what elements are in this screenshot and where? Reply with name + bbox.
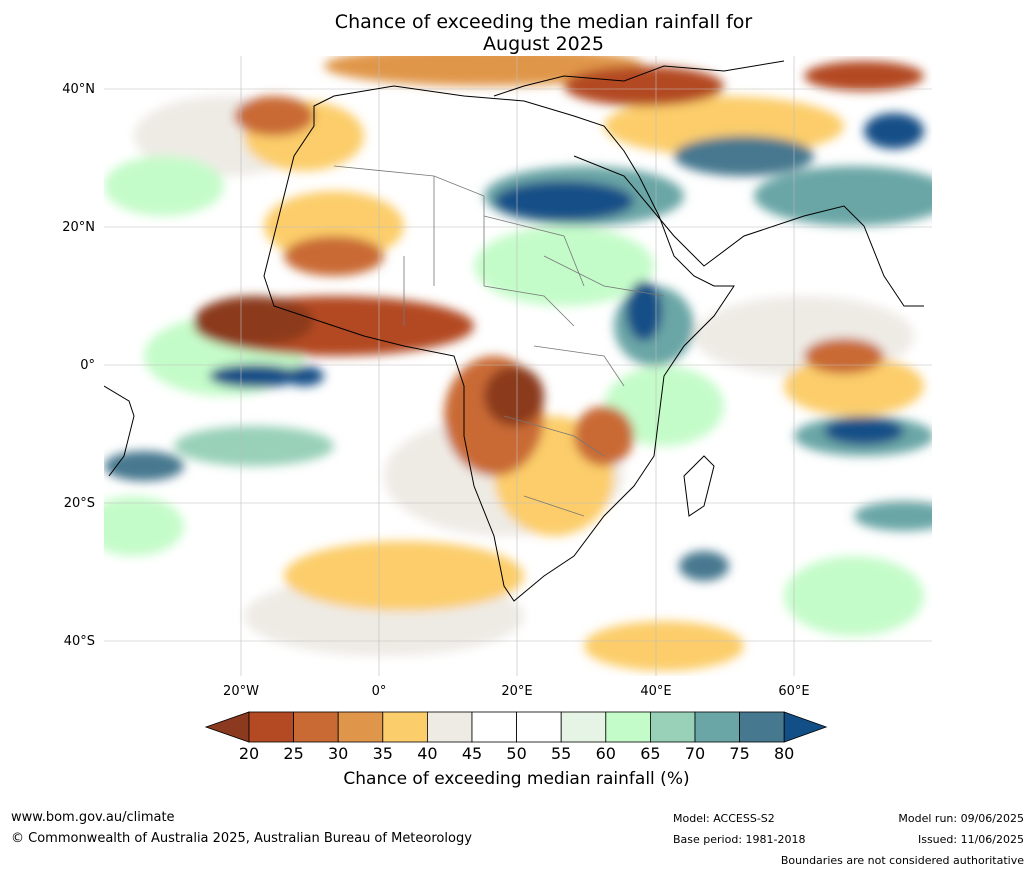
colorbar-cell — [471, 711, 517, 743]
colorbar-extend-high — [783, 711, 828, 743]
lon-label-40e: 40°E — [640, 684, 672, 699]
map-title: Chance of exceeding the median rainfall … — [0, 11, 1035, 55]
lon-label-20w: 20°W — [223, 684, 259, 699]
colorbar-tick-label: 55 — [551, 744, 572, 763]
colorbar-tick-label: 50 — [506, 744, 527, 763]
map-title-line-2: August 2025 — [483, 33, 604, 55]
footer-issued: Issued: 11/06/2025 — [917, 833, 1024, 846]
lat-label-40s: 40°S — [63, 634, 95, 649]
colorbar-tick-label: 30 — [328, 744, 349, 763]
country-borders — [333, 165, 665, 517]
colorbar-label: Chance of exceeding median rainfall (%) — [343, 769, 690, 789]
footer-website[interactable]: www.bom.gov.au/climate — [11, 810, 175, 825]
colorbar-tick-label: 35 — [372, 744, 393, 763]
colorbar-cell — [649, 711, 696, 743]
colorbar-tick-label: 25 — [283, 744, 304, 763]
map-title-line-1: Chance of exceeding the median rainfall … — [334, 11, 753, 33]
lon-label-20e: 20°E — [501, 684, 533, 699]
colorbar-tick-label: 20 — [238, 744, 260, 763]
footer-copyright: © Commonwealth of Australia 2025, Austra… — [11, 831, 472, 846]
colorbar-tick-label: 40 — [417, 744, 438, 763]
lat-label-20s: 20°S — [63, 496, 95, 511]
lon-label-60e: 60°E — [778, 684, 810, 699]
colorbar-tick-label: 45 — [461, 744, 483, 763]
colorbar-tick-label: 60 — [595, 744, 616, 763]
graticule — [104, 56, 932, 676]
colorbar-tick-label: 65 — [640, 744, 661, 763]
colorbar-cell — [605, 711, 651, 743]
colorbar-cell — [426, 711, 473, 743]
colorbar-cell — [293, 711, 339, 743]
footer-base-period: Base period: 1981-2018 — [673, 833, 806, 846]
lat-label-40n: 40°N — [62, 82, 95, 97]
colorbar-tick-label: 70 — [684, 744, 706, 763]
rainfall-shading — [104, 56, 932, 671]
colorbar-cell — [560, 711, 607, 743]
colorbar-cell — [337, 711, 384, 743]
footer-model: Model: ACCESS-S2 — [673, 812, 775, 825]
lon-label-0: 0° — [371, 684, 387, 699]
colorbar-cell — [382, 711, 428, 743]
footer-disclaimer: Boundaries are not considered authoritat… — [780, 854, 1024, 867]
map-canvas — [104, 56, 932, 676]
footer-model-run: Model run: 09/06/2025 — [898, 812, 1024, 825]
colorbar-cell — [739, 711, 785, 743]
lat-label-0: 0° — [80, 358, 95, 373]
colorbar-cell — [516, 711, 562, 743]
madagascar-outline — [683, 455, 715, 517]
colorbar-extend-low — [205, 711, 250, 743]
colorbar-tick-label: 75 — [729, 744, 750, 763]
rainfall-probability-map — [104, 56, 932, 676]
colorbar — [205, 711, 828, 743]
coastlines — [104, 60, 924, 602]
colorbar-tick-label: 80 — [774, 744, 795, 763]
lat-label-20n: 20°N — [62, 220, 95, 235]
colorbar-cell — [248, 711, 294, 743]
colorbar-cell — [694, 711, 740, 743]
